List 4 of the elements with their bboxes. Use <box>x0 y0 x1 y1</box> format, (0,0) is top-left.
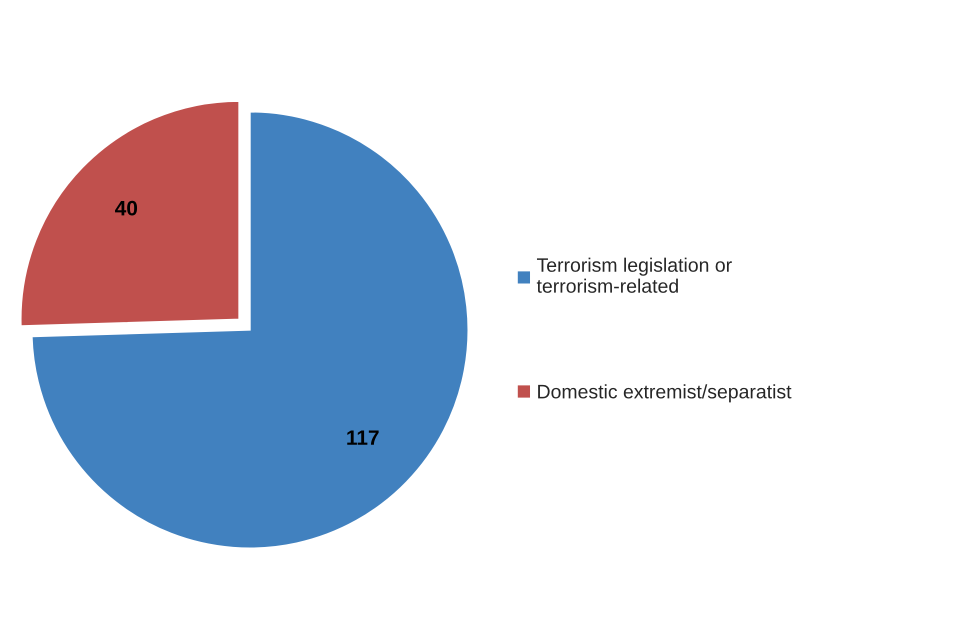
data-label: 40 <box>115 200 138 216</box>
legend-label: Domestic extremist/separatist <box>538 384 792 402</box>
legend-label: Terrorism legislation or terrorism-related <box>536 258 732 293</box>
data-label: 117 <box>347 430 379 445</box>
